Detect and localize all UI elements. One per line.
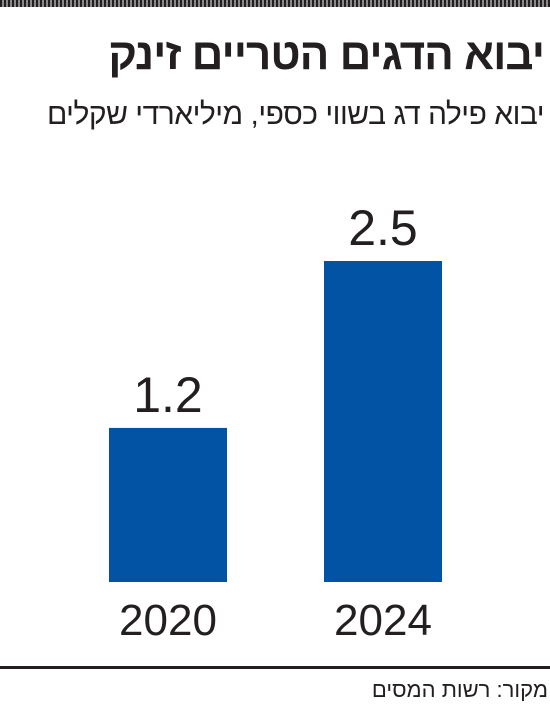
bar — [109, 427, 227, 582]
top-band — [0, 0, 550, 7]
source-note: מקור: רשות המסים — [371, 677, 548, 702]
chart-title: יבוא הדגים הטריים זינק — [108, 30, 545, 79]
bottom-rule — [0, 666, 550, 669]
value-label: 2.5 — [348, 200, 418, 256]
value-label: 1.2 — [133, 367, 203, 423]
chart-subtitle: יבוא פילה דג בשווי כספי, מיליארדי שקלים — [46, 98, 545, 131]
bar — [324, 261, 442, 582]
x-tick-label: 2024 — [334, 596, 432, 645]
x-tick-label: 2020 — [119, 596, 217, 645]
